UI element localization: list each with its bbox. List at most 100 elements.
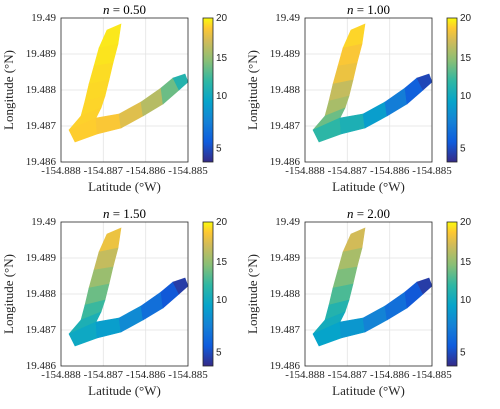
panel-4-xtick-1: -154.888	[285, 369, 325, 381]
panel-2-xtick-1: -154.888	[285, 165, 325, 177]
panel-3-flow-cell-9	[118, 305, 144, 333]
panel-4-ylabel: Longitude (°N)	[245, 254, 260, 334]
panel-1-lava-flow	[68, 23, 188, 143]
panel-1-flow-cell-8	[95, 113, 122, 135]
panel-3-ytick-4: 19.489	[26, 252, 57, 264]
panel-1-ytick-1: 19.486	[26, 156, 57, 168]
panel-3-xlabel: Latitude (°W)	[88, 383, 161, 398]
panel-2-xtick-4: -154.885	[412, 165, 452, 177]
panel-4-cbtick-15: 15	[460, 257, 472, 268]
panel-1-flow-cell-2	[93, 43, 119, 67]
panel-3-lava-flow	[68, 227, 188, 347]
panel-2-ytick-2: 19.487	[270, 120, 301, 132]
panel-2-axes-frame	[304, 17, 433, 163]
panel-2-cbtick-10: 10	[460, 91, 472, 102]
panel-3-flow-cell-2	[93, 247, 119, 271]
panel-2-flow-cell-8	[339, 113, 366, 135]
panel-4-cbtick-20: 20	[460, 217, 472, 228]
panel-3-xtick-4: -154.885	[168, 369, 208, 381]
panel-4-cbtick-5: 5	[460, 347, 466, 358]
panel-2-xtick-3: -154.886	[370, 165, 410, 177]
panel-4-ytick-3: 19.488	[270, 288, 301, 300]
panel-3-ytick-1: 19.486	[26, 360, 57, 372]
panel-1-flow-cell-10	[140, 87, 164, 117]
panel-1-xtick-3: -154.886	[126, 165, 166, 177]
panel-4: n = 2.00 -154.888 -154.887 -154.886 -154…	[245, 206, 472, 398]
panel-1-cbtick-20: 20	[216, 13, 228, 24]
panel-3-title: n = 1.50	[103, 206, 146, 221]
panel-2-flow-cell-12	[416, 73, 432, 91]
panel-3: n = 1.50 -154.888 -154.887 -154.886 -154…	[1, 206, 228, 398]
panel-2-cbtick-15: 15	[460, 53, 472, 64]
panel-1-xtick-4: -154.885	[168, 165, 208, 177]
panel-2-flow-cell-10	[384, 87, 408, 117]
panel-3-xtick-2: -154.887	[84, 369, 124, 381]
panel-4-flow-cell-2	[337, 247, 363, 271]
panel-4-colorbar	[446, 221, 458, 367]
panel-4-ytick-4: 19.489	[270, 252, 301, 264]
panel-2-colorbar	[446, 17, 458, 163]
panel-4-xtick-4: -154.885	[412, 369, 452, 381]
panel-1-flow-cell-9	[118, 101, 144, 129]
panel-3-flow-cell-10	[140, 291, 164, 321]
panel-1-cbtick-5: 5	[216, 143, 222, 154]
panel-2-ytick-3: 19.488	[270, 84, 301, 96]
panel-4-axes-frame	[304, 221, 433, 367]
panel-2-lava-flow	[312, 23, 432, 143]
panel-3-xtick-3: -154.886	[126, 369, 166, 381]
panel-4-flow-cell-8	[339, 317, 366, 339]
panel-3-xtick-1: -154.888	[41, 369, 81, 381]
panel-2-cbtick-20: 20	[460, 13, 472, 24]
panel-3-cbtick-5: 5	[216, 347, 222, 358]
panel-2: n = 1.00 -154.888 -154.887 -154.886 -154…	[245, 2, 472, 194]
panel-1-axes-frame	[60, 17, 189, 163]
panel-3-axes-frame	[60, 221, 189, 367]
panel-4-ytick-5: 19.49	[275, 216, 300, 228]
panel-4-xtick-3: -154.886	[370, 369, 410, 381]
panel-1-flow-cell-12	[172, 73, 188, 91]
panel-2-ytick-1: 19.486	[270, 156, 301, 168]
panel-4-flow-cell-10	[384, 291, 408, 321]
panel-4-ytick-2: 19.487	[270, 324, 301, 336]
panel-1-xtick-1: -154.888	[41, 165, 81, 177]
panel-1-ylabel: Longitude (°N)	[1, 50, 16, 130]
panel-1-xlabel: Latitude (°W)	[88, 179, 161, 194]
panel-3-cbtick-10: 10	[216, 295, 228, 306]
panel-3-cbtick-20: 20	[216, 217, 228, 228]
panel-3-cbtick-15: 15	[216, 257, 228, 268]
panel-2-flow-cell-2	[337, 43, 363, 67]
panel-2-flow-cell-3	[332, 62, 358, 85]
panel-3-ylabel: Longitude (°N)	[1, 254, 16, 334]
panel-2-title: n = 1.00	[347, 2, 390, 17]
panel-1-ytick-3: 19.488	[26, 84, 57, 96]
panel-3-ytick-2: 19.487	[26, 324, 57, 336]
panel-1: n = 0.50 -154.888 -154.887 -154.886 -154…	[1, 2, 228, 194]
panel-3-ytick-5: 19.49	[31, 216, 56, 228]
panel-2-ytick-5: 19.49	[275, 12, 300, 24]
panel-3-ytick-3: 19.488	[26, 288, 57, 300]
panel-1-xtick-2: -154.887	[84, 165, 124, 177]
panel-2-xlabel: Latitude (°W)	[332, 179, 405, 194]
panel-2-cbtick-5: 5	[460, 143, 466, 154]
panel-1-flow-cell-3	[88, 62, 114, 85]
panel-2-ylabel: Longitude (°N)	[245, 50, 260, 130]
panel-1-cbtick-10: 10	[216, 91, 228, 102]
panel-4-xtick-2: -154.887	[328, 369, 368, 381]
panel-2-xtick-2: -154.887	[328, 165, 368, 177]
panel-2-ytick-4: 19.489	[270, 48, 301, 60]
panel-4-flow-cell-3	[332, 266, 358, 289]
panel-1-cbtick-15: 15	[216, 53, 228, 64]
panel-1-ytick-5: 19.49	[31, 12, 56, 24]
panel-3-flow-cell-8	[95, 317, 122, 339]
panel-4-title: n = 2.00	[347, 206, 390, 221]
panel-1-title: n = 0.50	[103, 2, 146, 17]
panel-3-colorbar	[202, 221, 214, 367]
panel-3-flow-cell-12	[172, 277, 188, 295]
panel-4-cbtick-10: 10	[460, 295, 472, 306]
panel-4-lava-flow	[312, 227, 432, 347]
panel-1-ytick-4: 19.489	[26, 48, 57, 60]
panel-1-ytick-2: 19.487	[26, 120, 57, 132]
panel-2-flow-cell-9	[362, 101, 388, 129]
panel-3-flow-cell-3	[88, 266, 114, 289]
panel-4-xlabel: Latitude (°W)	[332, 383, 405, 398]
